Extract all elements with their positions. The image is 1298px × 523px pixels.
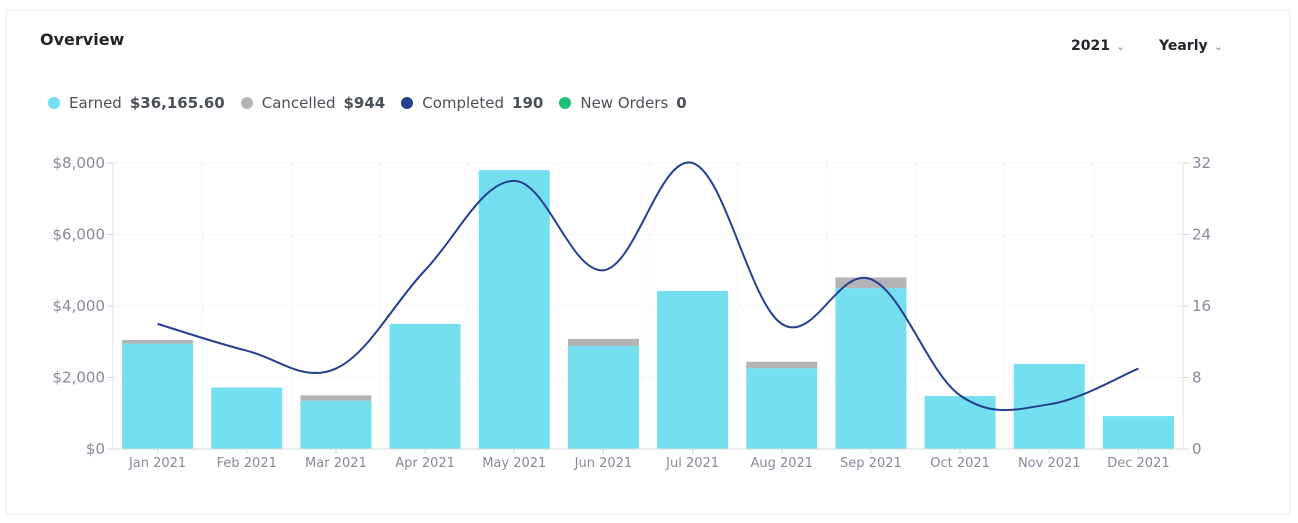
x-tick-label: Oct 2021 — [930, 456, 990, 471]
legend-name: New Orders — [580, 94, 669, 112]
legend-value: $36,165.60 — [129, 94, 225, 112]
legend-name: Completed — [422, 94, 505, 112]
y-tick-label-left: $0 — [86, 440, 105, 458]
bar-earned — [1013, 363, 1085, 449]
y-tick-label-left: $6,000 — [53, 226, 106, 244]
bar-cancelled — [122, 339, 194, 344]
legend-dot — [401, 97, 414, 109]
y-tick-label-right: 8 — [1192, 369, 1202, 387]
bar-earned — [211, 387, 283, 449]
bar-cancelled — [300, 395, 372, 401]
x-tick-label: Sep 2021 — [840, 456, 902, 471]
legend-item-completed[interactable]: Completed 190 — [401, 94, 543, 112]
y-tick-label-right: 0 — [1192, 440, 1202, 458]
legend-item-earned[interactable]: Earned $36,165.60 — [48, 94, 225, 112]
legend-item-cancelled[interactable]: Cancelled $944 — [240, 94, 386, 112]
line-completed — [157, 161, 1139, 412]
x-tick-label: Jun 2021 — [574, 456, 633, 471]
legend-dot — [240, 97, 253, 109]
bar-earned — [657, 290, 729, 449]
bar-cancelled — [567, 338, 639, 347]
bar-cancelled — [746, 361, 818, 369]
legend-value: 190 — [512, 94, 544, 112]
card-title: Overview — [40, 30, 125, 49]
bar-earned — [835, 288, 907, 449]
bar-earned — [746, 368, 818, 449]
period-dropdown[interactable]: Yearly ⌄ — [1159, 38, 1223, 54]
legend-dot — [48, 97, 60, 109]
x-tick-label: May 2021 — [482, 456, 546, 471]
x-tick-label: Dec 2021 — [1107, 456, 1169, 471]
y-tick-label-right: 32 — [1192, 154, 1211, 172]
year-dropdown[interactable]: 2021 ⌄ — [1071, 38, 1125, 54]
x-tick-label: Mar 2021 — [305, 456, 367, 471]
legend-value: $944 — [343, 94, 386, 112]
bar-cancelled — [835, 277, 907, 289]
bar-earned — [300, 400, 372, 449]
bar-earned — [389, 323, 461, 449]
year-dropdown-label: 2021 — [1071, 38, 1110, 54]
period-dropdown-label: Yearly — [1159, 38, 1208, 54]
bar-earned — [1102, 416, 1174, 449]
x-tick-label: Aug 2021 — [750, 456, 813, 471]
legend-name: Earned — [69, 94, 122, 112]
x-tick-label: Nov 2021 — [1018, 456, 1081, 471]
chevron-down-icon: ⌄ — [1213, 39, 1223, 53]
y-tick-label-left: $2,000 — [53, 369, 106, 387]
chart-legend: Earned $36,165.60 Cancelled $944 Complet… — [48, 94, 703, 112]
x-tick-label: Apr 2021 — [395, 456, 455, 471]
y-tick-label-right: 16 — [1192, 297, 1211, 315]
bar-earned — [478, 170, 550, 449]
bar-earned — [567, 346, 639, 449]
x-tick-label: Jan 2021 — [128, 456, 186, 471]
y-tick-label-left: $4,000 — [53, 297, 106, 315]
legend-value: 0 — [676, 94, 687, 112]
bar-earned — [924, 396, 996, 449]
legend-name: Cancelled — [261, 94, 336, 112]
y-tick-label-left: $8,000 — [53, 154, 106, 172]
legend-dot — [559, 97, 572, 109]
x-tick-label: Feb 2021 — [217, 456, 277, 471]
legend-item-new-orders[interactable]: New Orders 0 — [559, 94, 687, 112]
chevron-down-icon: ⌄ — [1115, 39, 1126, 53]
x-tick-label: Jul 2021 — [665, 456, 719, 471]
bar-earned — [122, 343, 194, 449]
y-tick-label-right: 24 — [1192, 226, 1211, 244]
